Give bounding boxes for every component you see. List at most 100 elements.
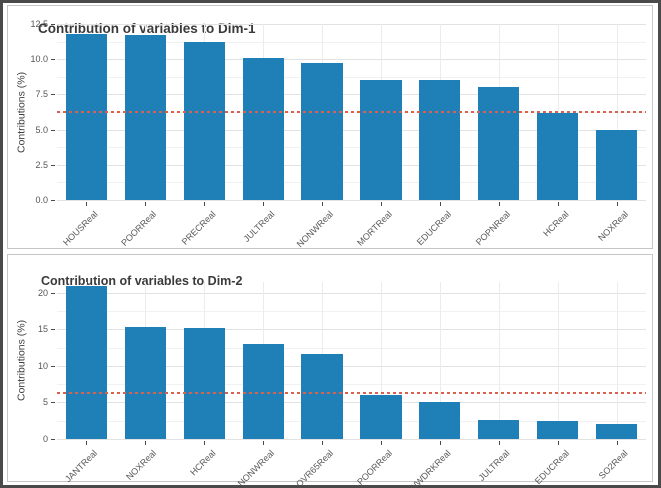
bar-POPNReal [478,87,520,200]
bar-JULTReal [242,57,284,200]
bar-NOXReal [595,129,638,200]
gridline-vertical [557,282,559,439]
gridline-minor [57,384,646,386]
y-tick-label: 15 [37,324,48,335]
bar-PRECReal [183,42,225,200]
x-tick-mark [439,202,441,206]
y-tick-mark [51,24,55,25]
gridline-major [57,292,646,294]
x-tick-mark [263,441,265,445]
gridline-major [57,24,646,25]
x-tick-mark [86,441,88,445]
gridline-major [57,200,646,201]
bar-MORTReal [360,80,402,200]
y-tick-mark [51,292,55,294]
gridline-minor [57,347,646,349]
gridline-major [57,402,646,404]
y-tick-mark [51,365,55,367]
y-tick-mark [51,94,55,96]
x-tick-label: POPNReal [473,209,512,248]
x-tick-mark [145,202,147,206]
chart-panel-dim1: Contribution of variables to Dim-1 Contr… [7,5,653,249]
gridline-major [57,365,646,367]
gridline-minor [57,311,646,313]
x-tick-label: MORTReal [355,209,395,248]
bar-EDUCReal [537,420,579,439]
x-tick-mark [498,202,500,206]
bar-EDUCReal [419,80,461,200]
x-tick-mark [263,202,265,206]
gridline-major [57,59,646,61]
gridline-minor [57,182,646,184]
x-tick-label: NONWReal [235,448,277,488]
x-tick-label: OVR65Real [294,448,336,488]
gridline-major [57,94,646,96]
gridline-vertical [439,282,441,439]
chart-title-dim2: Contribution of variables to Dim-2 [41,274,243,289]
x-tick-label: NOXReal [595,209,630,243]
x-tick-label: EDUCReal [414,209,453,248]
x-tick-mark [616,441,618,445]
gridline-major [57,439,646,440]
y-tick-label: 10.0 [30,54,48,65]
y-tick-label: 12.5 [30,19,48,29]
x-tick-mark [380,202,382,206]
plot-area-dim2: 0 5 10 15 20 JANTReal NOXReal HCReal NONWReal OVR… [8,255,652,485]
bar-NOXReal [124,326,166,439]
y-tick-mark [51,402,55,404]
x-tick-mark [498,441,500,445]
x-tick-label: HOUSReal [60,209,100,248]
x-tick-label: JULTReal [476,448,512,483]
x-tick-mark [439,441,441,445]
x-tick-label: POORReal [355,448,395,487]
gridline-major [57,129,646,131]
gridline-major [57,329,646,331]
gridline-minor [57,41,646,43]
y-tick-mark [51,439,55,440]
gridline-vertical [616,282,618,439]
y-tick-mark [51,129,55,131]
gridline-minor [57,420,646,422]
bar-JULTReal [478,420,520,439]
bar-NONWReal [301,63,343,200]
x-tick-label: NOXReal [124,448,159,482]
plot-area-dim1: 0.0 2.5 5.0 7.5 10.0 12.5 HOUSReal POORReal PREC… [8,6,652,250]
x-tick-label: HCReal [541,209,571,239]
y-tick-label: 10 [37,360,48,371]
expected-contribution-line [57,111,646,113]
x-tick-mark [322,441,324,445]
bar-SO2Real [595,424,638,439]
x-tick-label: HCReal [187,448,218,478]
chart-panel-dim2: Contribution of variables to Dim-2 Contr… [7,254,653,485]
bar-HCReal [183,328,225,439]
gridline-major [57,164,646,166]
x-tick-label: JANTReal [63,448,100,485]
x-tick-mark [322,202,324,206]
y-tick-label: 2.5 [35,159,48,170]
y-tick-mark [51,59,55,61]
x-tick-mark [86,202,88,206]
x-tick-label: NONWReal [294,209,336,250]
y-tick-mark [51,164,55,166]
x-tick-mark [204,441,206,445]
x-tick-label: POORReal [119,209,159,248]
gridline-minor [57,147,646,149]
y-tick-label: 0.0 [35,195,48,205]
gridline-vertical [380,282,382,439]
bar-WWDRKReal [419,401,461,439]
x-tick-mark [557,441,559,445]
gridline-minor [57,76,646,78]
x-tick-mark [616,202,618,206]
x-tick-mark [380,441,382,445]
y-tick-label: 5.0 [35,124,48,135]
x-tick-label: WWDRKReal [407,448,453,488]
x-tick-mark [557,202,559,206]
y-tick-label: 0 [42,434,48,444]
x-tick-label: JULTReal [241,209,277,244]
x-tick-label: SO2Real [596,448,630,481]
bar-HOUSReal [65,33,108,200]
bar-JANTReal [65,285,108,439]
bar-HCReal [537,112,579,200]
bar-POORReal [124,35,166,200]
